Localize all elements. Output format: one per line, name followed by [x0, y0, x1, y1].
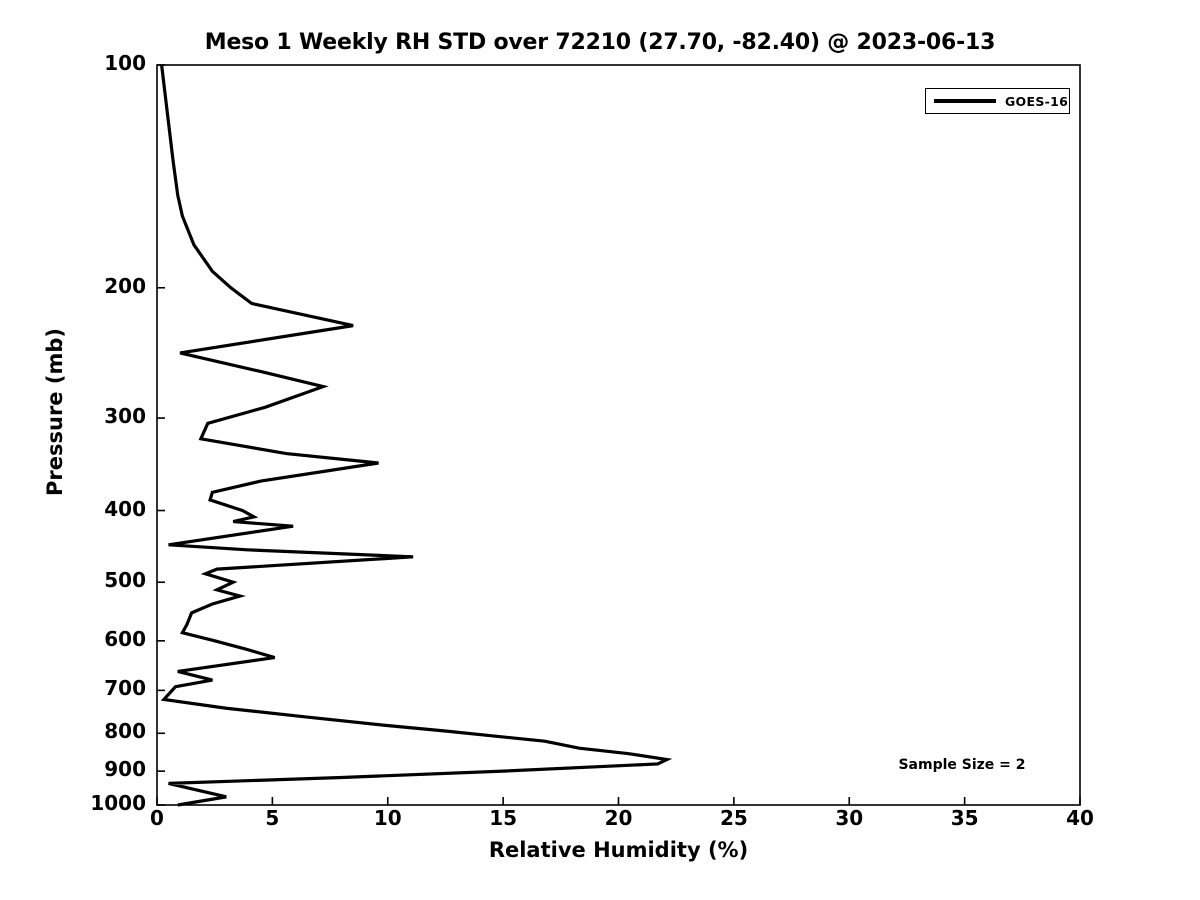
y-tick-label: 1000: [90, 791, 146, 815]
x-axis-label: Relative Humidity (%): [488, 838, 749, 862]
x-tick-label: 20: [604, 806, 633, 830]
x-tick-label: 25: [719, 806, 748, 830]
x-tick-label: 15: [489, 806, 518, 830]
chart-legend: GOES-16: [925, 88, 1070, 114]
plot-border: [156, 64, 1081, 806]
x-tick-label: 30: [835, 806, 864, 830]
axes-frame: [156, 64, 1081, 806]
y-tick-label: 100: [104, 51, 146, 75]
x-tick-label: 0: [150, 806, 164, 830]
data-series-group: [160, 64, 673, 807]
x-tick-label: 35: [950, 806, 979, 830]
page-title: Meso 1 Weekly RH STD over 72210 (27.70, …: [204, 30, 996, 55]
y-tick-label: 400: [104, 496, 146, 521]
legend-line-swatch: [934, 99, 996, 103]
y-tick-label: 700: [104, 676, 146, 701]
data-line-goes-16: [160, 64, 673, 807]
x-tick-label: 10: [373, 806, 402, 830]
y-tick-label: 600: [104, 626, 146, 651]
y-tick-label: 800: [104, 719, 146, 744]
x-tick-label: 40: [1066, 806, 1094, 830]
legend-entry-label: GOES-16: [1005, 93, 1069, 109]
y-tick-label: 500: [104, 568, 146, 593]
axis-ticks: [156, 64, 1081, 806]
sample-size-annotation: Sample Size = 2: [898, 757, 1026, 773]
y-tick-label: 900: [104, 757, 146, 782]
y-tick-label: 200: [104, 273, 146, 298]
x-tick-label: 5: [265, 806, 280, 830]
y-tick-label: 300: [104, 404, 146, 429]
